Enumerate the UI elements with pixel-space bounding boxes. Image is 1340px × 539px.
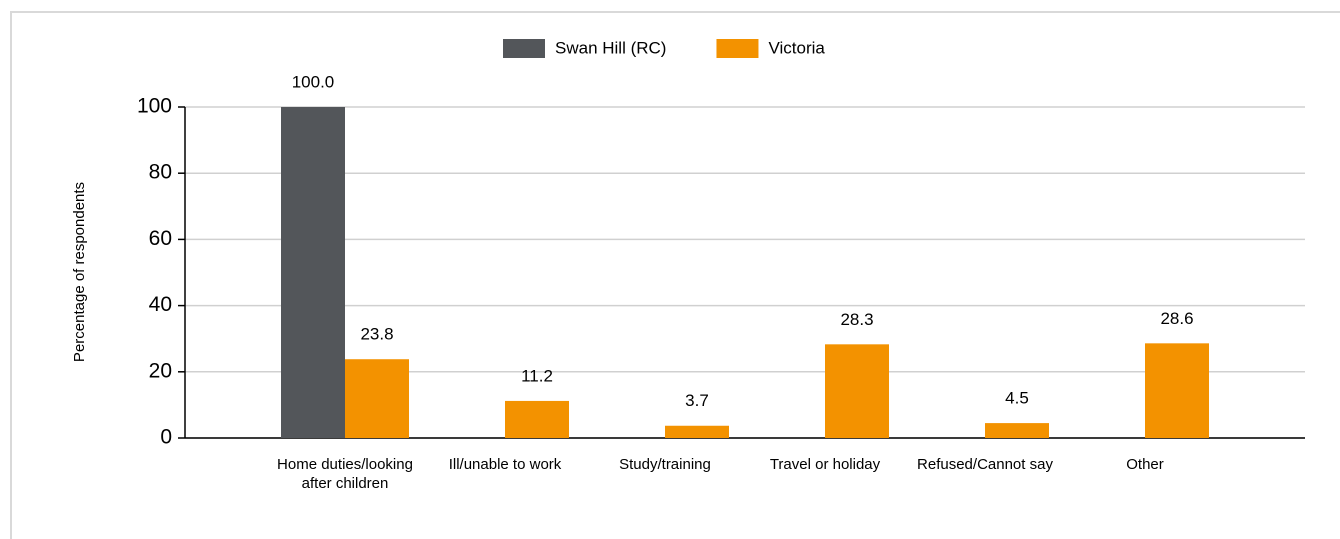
y-tick-label: 40 (149, 293, 172, 316)
x-tick-label: Refused/Cannot say (917, 456, 1053, 473)
data-label: 11.2 (521, 366, 553, 385)
y-axis-label: Percentage of respondents (71, 182, 88, 362)
bar (825, 344, 889, 438)
data-label: 28.3 (840, 310, 873, 329)
legend-label: Swan Hill (RC) (555, 38, 666, 57)
bar (281, 107, 345, 438)
legend-swatch (503, 39, 545, 58)
data-label: 23.8 (360, 325, 393, 344)
bar (985, 423, 1049, 438)
data-label: 3.7 (685, 391, 709, 410)
x-tick-label: Home duties/looking after children (277, 456, 413, 492)
y-tick-label: 0 (160, 426, 172, 449)
x-tick-label: Study/training (619, 456, 711, 473)
data-label: 28.6 (1160, 309, 1193, 328)
bar (1145, 343, 1209, 438)
y-tick-label: 80 (149, 161, 172, 184)
y-tick-label: 60 (149, 227, 172, 250)
legend-label: Victoria (768, 38, 825, 57)
data-label: 4.5 (1005, 389, 1029, 408)
legend-swatch (716, 39, 759, 58)
x-tick-label: Ill/unable to work (448, 456, 562, 473)
y-tick-label: 100 (137, 95, 172, 118)
y-tick-label: 20 (149, 359, 172, 382)
bar (345, 359, 409, 438)
bar (505, 400, 569, 438)
bar (665, 425, 729, 438)
x-tick-label: Travel or holiday (769, 456, 881, 473)
data-label: 100.0 (292, 72, 335, 91)
frame (10, 11, 1340, 539)
x-tick-label: Other (1126, 456, 1164, 473)
